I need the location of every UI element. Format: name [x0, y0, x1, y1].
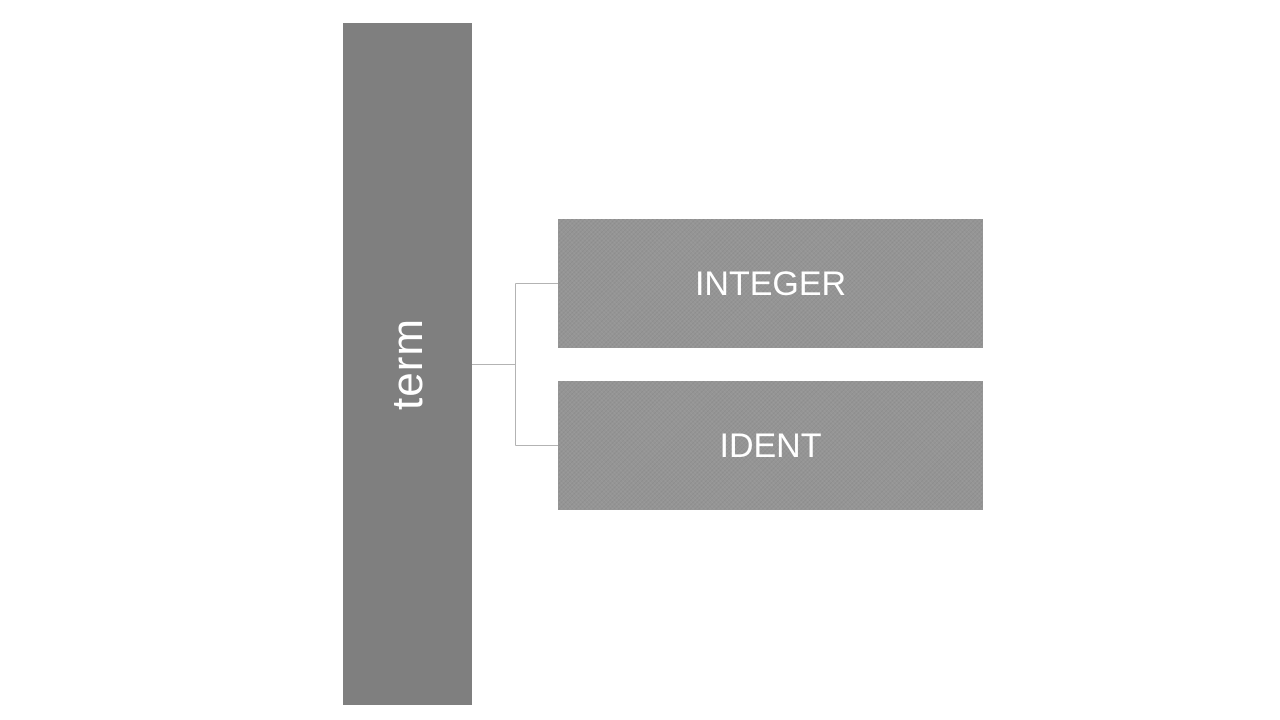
root-node-term: term	[343, 23, 472, 705]
child-node-ident: IDENT	[558, 381, 983, 510]
root-node-label: term	[382, 318, 432, 410]
child-node-label: INTEGER	[694, 264, 847, 303]
child-node-integer: INTEGER	[558, 219, 983, 348]
child-node-label: IDENT	[719, 426, 822, 465]
